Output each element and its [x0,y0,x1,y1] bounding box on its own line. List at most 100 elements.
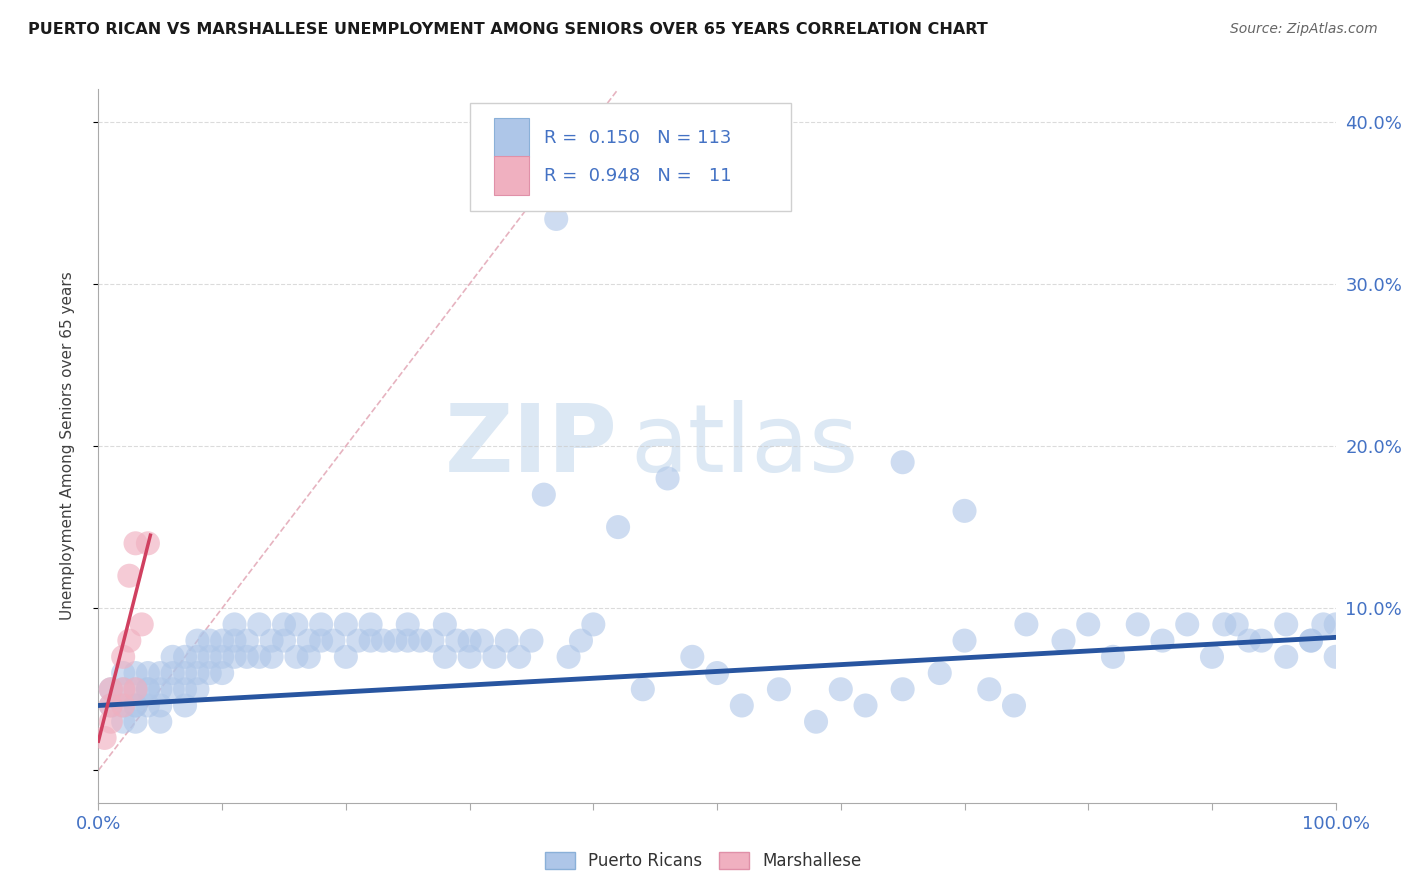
Point [224,617,246,632]
Point [174,698,197,713]
Point [484,649,506,664]
Point [273,633,295,648]
Point [174,649,197,664]
Point [247,649,270,664]
Point [979,682,1001,697]
Point [236,649,259,664]
Point [112,698,135,713]
Point [124,682,146,697]
Point [260,633,283,648]
Point [186,682,208,697]
Point [384,633,406,648]
Text: atlas: atlas [630,400,859,492]
Text: R =  0.150   N = 113: R = 0.150 N = 113 [544,128,731,146]
Point [322,633,344,648]
Point [149,666,172,681]
Point [309,633,332,648]
Point [100,698,122,713]
Point [891,682,914,697]
Point [953,504,976,518]
Point [224,633,246,648]
Point [1002,698,1025,713]
Point [174,682,197,697]
FancyBboxPatch shape [495,118,529,157]
Point [198,633,221,648]
Point [396,633,419,648]
Point [285,649,308,664]
Point [347,633,370,648]
Point [422,633,444,648]
Point [118,568,141,582]
Point [211,666,233,681]
Point [100,682,122,697]
Point [198,649,221,664]
Point [891,455,914,469]
FancyBboxPatch shape [495,155,529,194]
Point [1152,633,1174,648]
Point [1299,633,1322,648]
Point [360,617,382,632]
Point [285,617,308,632]
Text: ZIP: ZIP [446,400,619,492]
Point [371,633,394,648]
Point [446,633,468,648]
Point [607,520,630,534]
Point [855,698,877,713]
Point [731,698,754,713]
Point [149,698,172,713]
Point [186,666,208,681]
Point [273,617,295,632]
Point [657,471,679,485]
Point [260,649,283,664]
Point [1299,633,1322,648]
Point [335,617,357,632]
Point [224,649,246,664]
Point [631,682,654,697]
Point [124,698,146,713]
Point [124,666,146,681]
Point [495,633,517,648]
Point [298,649,321,664]
Legend: Puerto Ricans, Marshallese: Puerto Ricans, Marshallese [540,847,866,875]
Point [136,666,159,681]
Text: Source: ZipAtlas.com: Source: ZipAtlas.com [1230,22,1378,37]
Point [309,617,332,632]
Point [1077,617,1099,632]
Point [100,698,122,713]
Point [533,488,555,502]
Point [335,649,357,664]
Point [100,714,122,729]
Point [928,666,950,681]
Point [186,633,208,648]
Point [136,698,159,713]
Point [433,617,456,632]
Point [236,633,259,648]
Point [1052,633,1074,648]
Point [768,682,790,697]
Point [557,649,579,664]
Point [112,698,135,713]
Point [211,633,233,648]
Point [124,682,146,697]
Point [174,666,197,681]
Point [149,714,172,729]
Point [508,649,530,664]
Point [360,633,382,648]
Point [1312,617,1334,632]
Point [1250,633,1272,648]
Point [458,649,481,664]
Point [118,633,141,648]
FancyBboxPatch shape [470,103,792,211]
Point [124,698,146,713]
Text: R =  0.948   N =   11: R = 0.948 N = 11 [544,167,731,185]
Point [706,666,728,681]
Point [1126,617,1149,632]
Point [1324,649,1347,664]
Point [830,682,852,697]
Point [546,211,568,226]
Point [247,617,270,632]
Point [396,617,419,632]
Point [1102,649,1125,664]
Point [131,617,153,632]
Point [458,633,481,648]
